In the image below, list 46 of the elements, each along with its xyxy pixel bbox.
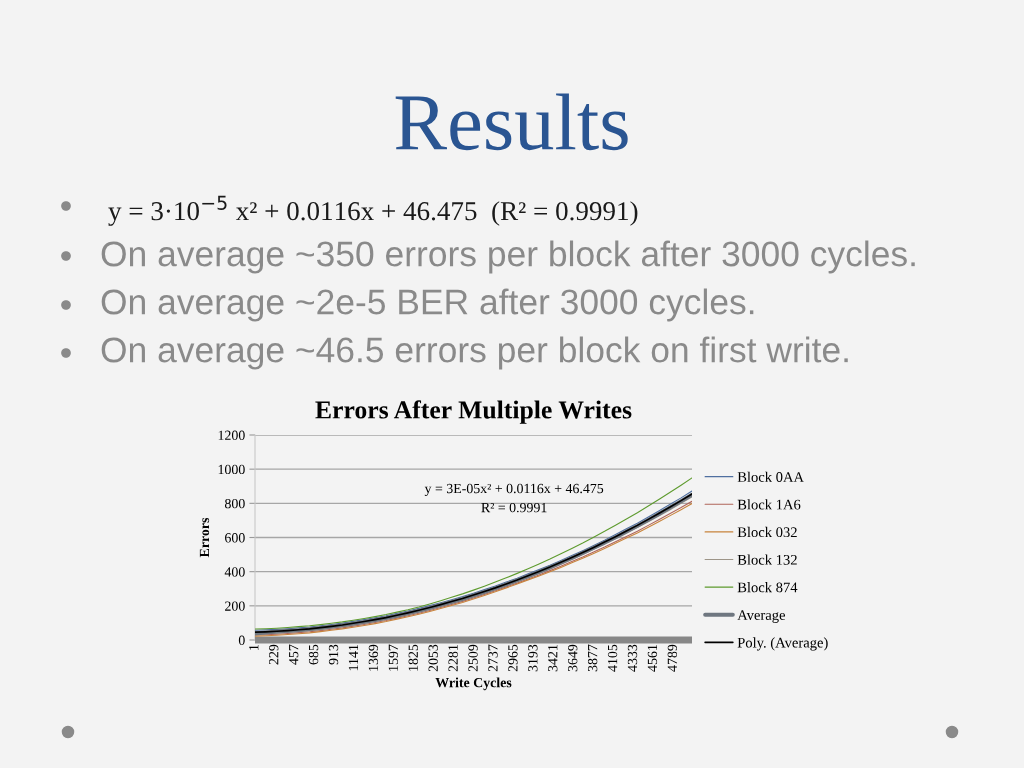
x-tick-label: 4333 [627, 644, 638, 672]
x-axis-title: Write Cycles [435, 677, 512, 691]
text: Results [395, 93, 628, 151]
legend-label: Block 874 [737, 582, 798, 593]
legend-label: Block 132 [737, 554, 797, 565]
legend-label: Block 032 [737, 526, 797, 538]
text: On average ~350 errors per block after 3000 cycles. [101, 240, 915, 274]
y-tick-label: 600 [225, 533, 245, 543]
legend-label: Block 1A6 [737, 499, 801, 510]
x-tick-label: 1369 [368, 644, 379, 671]
x-tick-label: 1597 [388, 644, 398, 671]
y-tick-label: 200 [225, 601, 245, 611]
y-tick-label: 400 [224, 567, 245, 577]
x-tick-label: 4105 [607, 644, 618, 672]
x-tick-label: 3193 [528, 644, 538, 672]
x-tick-label: 685 [308, 644, 319, 665]
x-tick-label: 3649 [568, 644, 578, 672]
text: On average ~46.5 errors per block on first write. [101, 336, 848, 370]
x-tick-label: 4561 [647, 645, 658, 672]
x-tick-label: 2737 [488, 644, 498, 672]
annotation: R² = 0.9991 [481, 502, 547, 513]
x-tick-label: 1 [249, 645, 259, 650]
x-tick-label: 4789 [667, 644, 678, 672]
y-axis-title: Errors [199, 517, 210, 558]
x-tick-label: 2509 [468, 644, 478, 672]
y-tick-label: 1200 [218, 430, 245, 440]
y-tick-label: 800 [224, 498, 245, 509]
legend-label: Average [737, 610, 786, 623]
x-tick-label: 1825 [408, 644, 418, 671]
x-tick-label: 913 [328, 644, 339, 665]
annotation: y = 3E-05x² + 0.0116x + 46.475 [424, 483, 604, 497]
x-tick-label: 1141 [348, 645, 358, 671]
legend-label: Block 0AA [737, 471, 804, 482]
x-tick-label: 2281 [448, 645, 458, 672]
y-tick-label: 0 [238, 635, 245, 645]
text: y = 3·10$^{−5}$ x² + 0.0116x + 46.475 (R² = 0.9991) [108, 195, 638, 226]
x-tick-label: 457 [289, 644, 299, 665]
y-tick-label: 1000 [218, 464, 245, 475]
chart-title: Errors After Multiple Writes [315, 400, 632, 424]
text: On average ~2e-5 BER after 3000 cycles. [101, 288, 754, 322]
x-tick-label: 2965 [508, 644, 518, 672]
x-tick-label: 3421 [548, 645, 558, 672]
x-tick-label: 229 [269, 644, 279, 665]
x-tick-label: 3877 [587, 644, 598, 672]
x-tick-label: 2053 [428, 644, 438, 672]
legend-label: Poly. (Average) [737, 637, 828, 651]
